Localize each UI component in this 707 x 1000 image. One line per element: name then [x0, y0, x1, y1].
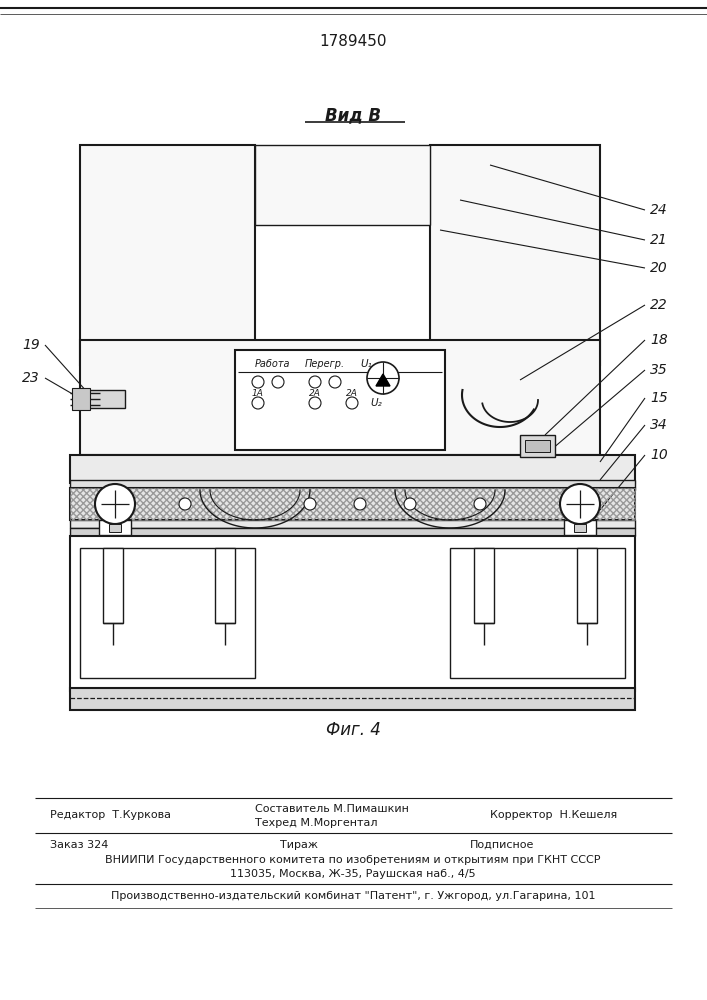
Bar: [430, 145, 600, 365]
Bar: [70, 455, 635, 483]
Text: Фиг. 4: Фиг. 4: [325, 721, 380, 739]
Text: 23: 23: [22, 371, 40, 385]
Bar: [72, 388, 90, 410]
Bar: [70, 528, 635, 536]
Circle shape: [329, 376, 341, 388]
Text: 2А: 2А: [346, 388, 358, 397]
Circle shape: [474, 498, 486, 510]
Bar: [103, 548, 123, 623]
Text: ВНИИПИ Государственного комитета по изобретениям и открытиям при ГКНТ СССР: ВНИИПИ Государственного комитета по изоб…: [105, 855, 601, 865]
Text: 10: 10: [650, 448, 667, 462]
Bar: [525, 440, 550, 452]
Circle shape: [252, 397, 264, 409]
Text: 19: 19: [22, 338, 40, 352]
Bar: [574, 524, 586, 532]
Text: Тираж: Тираж: [280, 840, 318, 850]
Text: 34: 34: [650, 418, 667, 432]
Circle shape: [304, 498, 316, 510]
Text: 21: 21: [650, 233, 667, 247]
Bar: [450, 548, 625, 678]
Bar: [577, 548, 597, 623]
Text: Работа: Работа: [255, 359, 291, 369]
Circle shape: [309, 397, 321, 409]
Circle shape: [367, 362, 399, 394]
Bar: [80, 145, 255, 365]
Bar: [564, 520, 596, 535]
Bar: [109, 524, 121, 532]
Text: 113035, Москва, Ж-35, Раушская наб., 4/5: 113035, Москва, Ж-35, Раушская наб., 4/5: [230, 869, 476, 879]
Text: Перегр.: Перегр.: [305, 359, 345, 369]
Bar: [70, 688, 635, 710]
Text: 22: 22: [650, 298, 667, 312]
Circle shape: [346, 397, 358, 409]
Text: Заказ 324: Заказ 324: [50, 840, 108, 850]
Bar: [520, 435, 555, 457]
Circle shape: [309, 376, 321, 388]
Bar: [85, 390, 125, 408]
Bar: [215, 548, 235, 623]
Bar: [70, 488, 635, 520]
Text: 1789450: 1789450: [320, 34, 387, 49]
Circle shape: [560, 484, 600, 524]
Text: Корректор  Н.Кешеля: Корректор Н.Кешеля: [490, 810, 617, 820]
Bar: [70, 520, 635, 528]
Text: 20: 20: [650, 261, 667, 275]
Text: Техред М.Моргентал: Техред М.Моргентал: [255, 818, 378, 828]
Text: Составитель М.Пимашкин: Составитель М.Пимашкин: [255, 804, 409, 814]
Circle shape: [272, 376, 284, 388]
Text: 1А: 1А: [252, 388, 264, 397]
Bar: [255, 145, 430, 225]
Text: U₁: U₁: [360, 359, 372, 369]
Bar: [474, 548, 494, 623]
Text: 35: 35: [650, 363, 667, 377]
Bar: [235, 350, 445, 450]
Bar: [99, 520, 131, 535]
Bar: [80, 340, 600, 455]
Text: Редактор  Т.Куркова: Редактор Т.Куркова: [50, 810, 171, 820]
Bar: [80, 548, 255, 678]
Circle shape: [404, 498, 416, 510]
Bar: [70, 480, 635, 490]
Text: 18: 18: [650, 333, 667, 347]
Circle shape: [354, 498, 366, 510]
Text: 2А: 2А: [309, 388, 321, 397]
Circle shape: [179, 498, 191, 510]
Polygon shape: [376, 374, 390, 386]
Text: 24: 24: [650, 203, 667, 217]
Text: 15: 15: [650, 391, 667, 405]
Circle shape: [95, 484, 135, 524]
Circle shape: [252, 376, 264, 388]
Text: Вид В: Вид В: [325, 106, 381, 124]
Text: U₂: U₂: [370, 398, 382, 408]
Text: Подписное: Подписное: [470, 840, 534, 850]
Bar: [70, 488, 635, 520]
Text: Производственно-издательский комбинат "Патент", г. Ужгород, ул.Гагарина, 101: Производственно-издательский комбинат "П…: [111, 891, 595, 901]
Bar: [70, 536, 635, 691]
